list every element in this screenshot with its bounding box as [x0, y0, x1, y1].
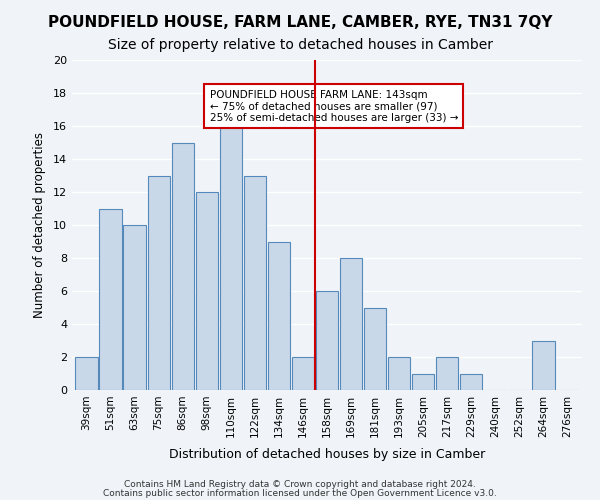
- Bar: [172, 142, 194, 390]
- Bar: [76, 357, 98, 390]
- Bar: [196, 192, 218, 390]
- Bar: [124, 225, 146, 390]
- Bar: [388, 357, 410, 390]
- Text: Size of property relative to detached houses in Camber: Size of property relative to detached ho…: [107, 38, 493, 52]
- X-axis label: Distribution of detached houses by size in Camber: Distribution of detached houses by size …: [169, 448, 485, 461]
- Y-axis label: Number of detached properties: Number of detached properties: [33, 132, 46, 318]
- Bar: [244, 176, 266, 390]
- Text: Contains HM Land Registry data © Crown copyright and database right 2024.: Contains HM Land Registry data © Crown c…: [124, 480, 476, 489]
- Bar: [364, 308, 386, 390]
- Bar: [220, 126, 242, 390]
- Bar: [148, 176, 170, 390]
- Bar: [436, 357, 458, 390]
- Bar: [268, 242, 290, 390]
- Bar: [532, 340, 554, 390]
- Text: POUNDFIELD HOUSE, FARM LANE, CAMBER, RYE, TN31 7QY: POUNDFIELD HOUSE, FARM LANE, CAMBER, RYE…: [48, 15, 552, 30]
- Bar: [460, 374, 482, 390]
- Bar: [292, 357, 314, 390]
- Bar: [340, 258, 362, 390]
- Bar: [316, 291, 338, 390]
- Bar: [100, 208, 122, 390]
- Text: Contains public sector information licensed under the Open Government Licence v3: Contains public sector information licen…: [103, 488, 497, 498]
- Bar: [412, 374, 434, 390]
- Text: POUNDFIELD HOUSE FARM LANE: 143sqm
← 75% of detached houses are smaller (97)
25%: POUNDFIELD HOUSE FARM LANE: 143sqm ← 75%…: [210, 90, 458, 123]
